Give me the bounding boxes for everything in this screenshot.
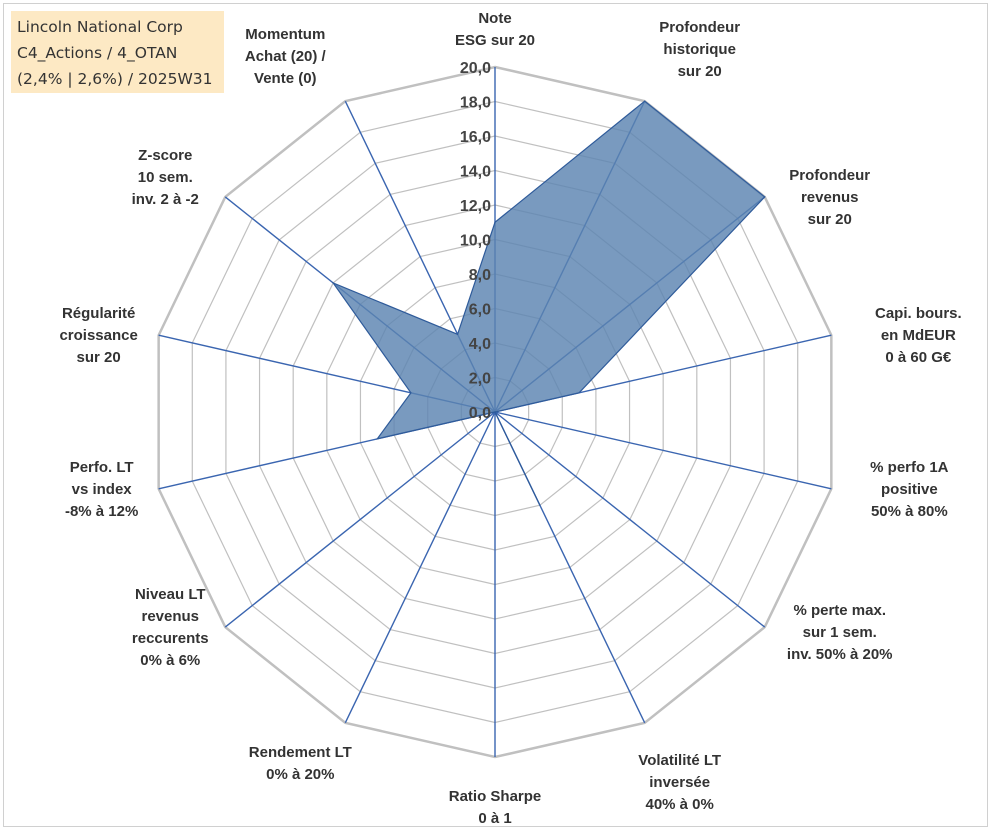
data-point-6 [539, 504, 541, 506]
axis-label-12: Z-score 10 sem. inv. 2 à -2 [132, 147, 199, 208]
axis-label-11-line-1: croissance [59, 327, 137, 344]
chart-title-line-1: Lincoln National Corp [17, 18, 183, 36]
axis-label-2-line-2: sur 20 [808, 211, 852, 228]
axis-label-10-line-2: -8% à 12% [65, 503, 138, 520]
axis-label-1-line-2: sur 20 [678, 63, 722, 80]
axis-label-5: % perte max. sur 1 sem. inv. 50% à 20% [787, 602, 893, 663]
axis-label-9-line-2: reccurents [132, 630, 209, 647]
axis-label-1: Profondeur historique sur 20 [659, 19, 740, 80]
axis-label-4-line-1: positive [881, 481, 938, 498]
axis-label-2-line-0: Profondeur [789, 167, 870, 184]
axis-labels: Note ESG sur 20 Profondeur historique sur 20… [59, 10, 961, 827]
tick-label-3: 6,0 [469, 302, 491, 319]
tick-label-10: 20,0 [460, 60, 491, 77]
data-point-2 [764, 196, 766, 198]
axis-label-6-line-0: Volatilité LT [638, 752, 721, 769]
data-point-3 [578, 392, 580, 394]
tick-label-5: 10,0 [460, 233, 491, 250]
data-point-12 [332, 282, 334, 284]
spoke-9 [224, 411, 496, 628]
axis-label-6-line-1: inversée [649, 774, 710, 791]
axis-label-11: Régularité croissance sur 20 [59, 305, 137, 366]
axis-label-1-line-0: Profondeur [659, 19, 740, 36]
axis-label-0: Note ESG sur 20 [455, 10, 535, 49]
tick-label-1: 2,0 [469, 371, 491, 388]
tick-label-7: 14,0 [460, 164, 491, 181]
axis-label-9-line-3: 0% à 6% [140, 652, 200, 669]
tick-label-8: 16,0 [460, 129, 491, 146]
axis-label-3-line-2: 0 à 60 G€ [885, 349, 952, 366]
tick-label-4: 8,0 [469, 267, 491, 284]
data-point-11 [410, 392, 412, 394]
axis-label-11-line-2: sur 20 [77, 349, 121, 366]
axis-label-10: Perfo. LT vs index -8% à 12% [65, 459, 138, 520]
axis-label-9: Niveau LT revenus reccurents 0% à 6% [132, 586, 209, 669]
axis-label-10-line-1: vs index [72, 481, 133, 498]
axis-label-11-line-0: Régularité [62, 305, 135, 322]
axis-label-8-line-1: 0% à 20% [266, 766, 334, 783]
axis-label-10-line-0: Perfo. LT [70, 459, 134, 476]
axis-label-12-line-1: 10 sem. [138, 169, 193, 186]
axis-label-2-line-1: revenus [801, 189, 859, 206]
axis-label-0-line-1: ESG sur 20 [455, 32, 535, 49]
axis-label-6-line-2: 40% à 0% [645, 796, 713, 813]
tick-label-9: 18,0 [460, 95, 491, 112]
tick-label-6: 12,0 [460, 198, 491, 215]
axis-label-5-line-1: sur 1 sem. [803, 624, 877, 641]
spoke-4 [494, 411, 832, 490]
chart-title-box: Lincoln National Corp C4_Actions / 4_OTA… [11, 11, 224, 93]
data-point-13 [456, 333, 459, 335]
axis-label-9-line-1: revenus [141, 608, 199, 625]
axis-label-3: Capi. bours. en MdEUR 0 à 60 G€ [875, 305, 962, 366]
data-point-1 [644, 100, 646, 102]
tick-label-0: 0,0 [469, 405, 491, 422]
axis-label-12-line-2: inv. 2 à -2 [132, 191, 199, 208]
axis-label-13: Momentum Achat (20) / Vente (0) [245, 26, 327, 87]
radial-tick-labels: 0,0 2,0 4,0 6,0 8,0 10,0 12,0 14,0 16,0 18,0 20,0 [460, 60, 491, 422]
spoke-5 [494, 411, 766, 628]
axis-label-7-line-0: Ratio Sharpe [449, 788, 542, 805]
axis-label-3-line-0: Capi. bours. [875, 305, 962, 322]
axis-label-5-line-0: % perte max. [793, 602, 886, 619]
axis-label-1-line-1: historique [663, 41, 736, 58]
axis-label-7-line-1: 0 à 1 [478, 810, 511, 827]
axis-label-8: Rendement LT 0% à 20% [249, 744, 352, 783]
axis-label-13-line-2: Vente (0) [254, 70, 317, 87]
axis-label-13-line-0: Momentum [245, 26, 325, 43]
axis-label-2: Profondeur revenus sur 20 [789, 167, 870, 228]
axis-label-4-line-2: 50% à 80% [871, 503, 948, 520]
axis-label-4-line-0: % perfo 1A [870, 459, 949, 476]
chart-title-line-3: (2,4% | 2,6%) / 2025W31 [17, 70, 213, 88]
axis-label-6: Volatilité LT inversée 40% à 0% [638, 752, 721, 813]
data-point-10 [376, 438, 378, 440]
series-area [331, 100, 766, 506]
axis-label-9-line-0: Niveau LT [135, 586, 206, 603]
spoke-8 [344, 411, 496, 724]
axis-label-4: % perfo 1A positive 50% à 80% [870, 459, 949, 520]
chart-title-line-2: C4_Actions / 4_OTAN [17, 44, 178, 62]
axis-label-7: Ratio Sharpe 0 à 1 [449, 788, 542, 827]
data-point-0 [494, 221, 496, 223]
axis-label-3-line-1: en MdEUR [881, 327, 956, 344]
radar-series [331, 100, 766, 506]
tick-label-2: 4,0 [469, 336, 491, 353]
axis-label-5-line-2: inv. 50% à 20% [787, 646, 893, 663]
axis-label-12-line-0: Z-score [138, 147, 192, 164]
axis-label-8-line-0: Rendement LT [249, 744, 352, 761]
axis-label-13-line-1: Achat (20) / [245, 48, 327, 65]
axis-label-0-line-0: Note [478, 10, 511, 27]
data-point-9 [494, 411, 496, 413]
